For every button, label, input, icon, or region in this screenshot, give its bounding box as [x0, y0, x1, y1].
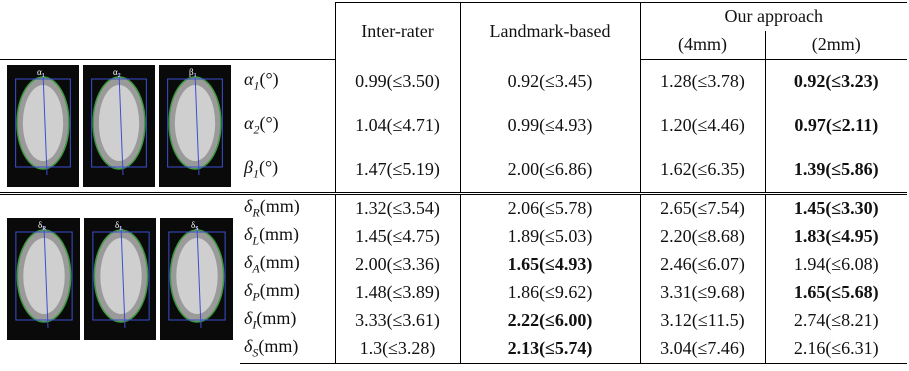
image-label-sub: 2 [118, 73, 121, 79]
mri-image: β1 [159, 65, 231, 187]
row-unit: (°) [259, 113, 278, 133]
mri-image: δR [7, 218, 80, 340]
image-label-sub: 1 [194, 73, 197, 79]
value-cell: 0.99(≤3.50) [335, 59, 460, 104]
row-label: δI(mm) [240, 307, 335, 335]
blank-cell [0, 31, 335, 59]
value-cell: 2.65(≤7.54) [640, 193, 765, 223]
image-label-sub: S [196, 226, 199, 232]
image-label-sub: L [119, 226, 123, 232]
row-unit: (mm) [260, 280, 300, 300]
value-cell: 1.45(≤4.75) [335, 223, 460, 251]
value-cell: 1.48(≤3.89) [335, 279, 460, 307]
value-cell: 1.65(≤4.93) [460, 251, 640, 279]
row-label: δS(mm) [240, 335, 335, 364]
row-subscript: P [252, 290, 259, 304]
image-label-sub: R [42, 226, 46, 232]
column-header: Landmark-based [460, 3, 640, 60]
value-cell: 2.20(≤8.68) [640, 223, 765, 251]
row-unit: (mm) [260, 196, 300, 216]
value-cell: 3.33(≤3.61) [335, 307, 460, 335]
value-cell: 3.31(≤9.68) [640, 279, 765, 307]
image-strip: δR δL δS [3, 216, 237, 342]
row-unit: (mm) [258, 336, 298, 356]
image-strip: α1 α2 β1 [3, 63, 237, 189]
value-cell: 1.45(≤3.30) [765, 193, 907, 223]
row-unit: (mm) [256, 308, 296, 328]
row-unit: (mm) [260, 252, 300, 272]
value-cell: 2.46(≤6.07) [640, 251, 765, 279]
blank-cell [0, 3, 335, 31]
value-cell: 1.65(≤5.68) [765, 279, 907, 307]
value-cell: 0.92(≤3.45) [460, 59, 640, 104]
column-header: Our approach [640, 3, 907, 31]
value-cell: 2.74(≤8.21) [765, 307, 907, 335]
mri-image: δL [84, 218, 157, 340]
value-cell: 1.83(≤4.95) [765, 223, 907, 251]
image-cell: δR δL δS [0, 193, 240, 363]
value-cell: 2.00(≤3.36) [335, 251, 460, 279]
subcolumn-header: (2mm) [765, 31, 907, 59]
value-cell: 3.12(≤11.5) [640, 307, 765, 335]
image-cell: α1 α2 β1 [0, 59, 240, 193]
value-cell: 0.97(≤2.11) [765, 104, 907, 148]
row-symbol: β [244, 157, 253, 177]
value-cell: 1.39(≤5.86) [765, 148, 907, 194]
value-cell: 1.62(≤6.35) [640, 148, 765, 194]
value-cell: 1.32(≤3.54) [335, 193, 460, 223]
row-unit: (mm) [259, 224, 299, 244]
row-label: α2(°) [240, 104, 335, 148]
row-label: δR(mm) [240, 193, 335, 223]
value-cell: 1.94(≤6.08) [765, 251, 907, 279]
mri-image: α2 [83, 65, 155, 187]
value-cell: 1.20(≤4.46) [640, 104, 765, 148]
value-cell: 0.92(≤3.23) [765, 59, 907, 104]
value-cell: 2.16(≤6.31) [765, 335, 907, 364]
value-cell: 3.04(≤7.46) [640, 335, 765, 364]
row-unit: (°) [259, 157, 278, 177]
page: {"table": { "header": {"columns": ["Inte… [0, 0, 909, 371]
value-cell: 1.86(≤9.62) [460, 279, 640, 307]
header-row: Inter-raterLandmark-basedOur approach [0, 3, 907, 31]
row-unit: (°) [259, 69, 278, 89]
row-label: β1(°) [240, 148, 335, 194]
value-cell: 2.13(≤5.74) [460, 335, 640, 364]
value-cell: 1.3(≤3.28) [335, 335, 460, 364]
value-cell: 2.06(≤5.78) [460, 193, 640, 223]
value-cell: 1.28(≤3.78) [640, 59, 765, 104]
value-cell: 0.99(≤4.93) [460, 104, 640, 148]
row-label: δA(mm) [240, 251, 335, 279]
value-cell: 2.22(≤6.00) [460, 307, 640, 335]
mri-image: δS [160, 218, 233, 340]
image-label-sub: 1 [42, 73, 45, 79]
value-cell: 2.00(≤6.86) [460, 148, 640, 194]
mri-image: α1 [7, 65, 79, 187]
value-cell: 1.04(≤4.71) [335, 104, 460, 148]
value-cell: 1.89(≤5.03) [460, 223, 640, 251]
row-label: δL(mm) [240, 223, 335, 251]
value-cell: 1.47(≤5.19) [335, 148, 460, 194]
column-header: Inter-rater [335, 3, 460, 60]
row-label: α1(°) [240, 59, 335, 104]
row-label: δP(mm) [240, 279, 335, 307]
row-subscript: R [252, 206, 259, 220]
row-subscript: A [252, 262, 259, 276]
subcolumn-header: (4mm) [640, 31, 765, 59]
